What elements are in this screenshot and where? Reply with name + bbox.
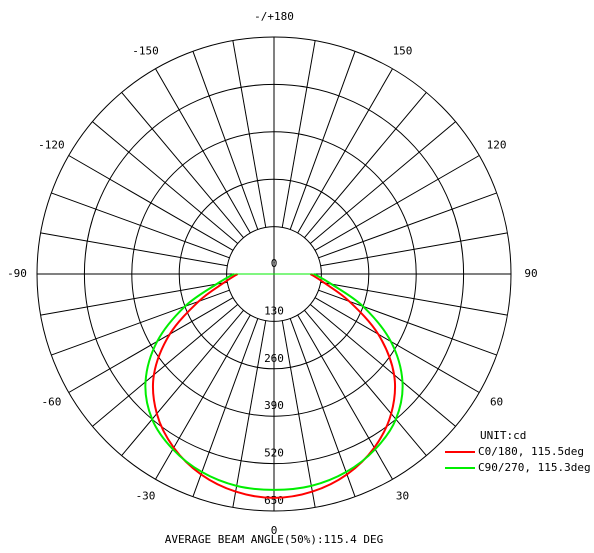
spoke bbox=[320, 281, 508, 316]
theta-tick-label: -60 bbox=[41, 396, 61, 409]
spoke bbox=[155, 68, 251, 234]
r-tick-label: 0 bbox=[271, 257, 278, 270]
spoke bbox=[121, 309, 244, 456]
spoke bbox=[304, 309, 427, 456]
spoke bbox=[318, 289, 497, 356]
theta-tick-label: -90 bbox=[7, 267, 27, 280]
theta-tick-label: -150 bbox=[132, 44, 159, 57]
r-tick-label: 260 bbox=[264, 352, 284, 365]
spoke bbox=[51, 289, 230, 356]
spoke bbox=[121, 92, 244, 239]
footer: AVERAGE BEAM ANGLE(50%):115.4 DEG bbox=[165, 533, 384, 546]
spoke bbox=[40, 232, 228, 267]
spoke bbox=[318, 192, 497, 259]
theta-tick-label: 30 bbox=[396, 490, 409, 503]
r-tick-label: 520 bbox=[264, 447, 284, 460]
spoke bbox=[40, 281, 228, 316]
r-tick-label: 130 bbox=[264, 304, 284, 317]
spoke bbox=[68, 155, 234, 251]
r-tick-label: 390 bbox=[264, 399, 284, 412]
spoke bbox=[314, 297, 480, 393]
intensity-curve bbox=[151, 273, 397, 499]
spoke bbox=[92, 121, 239, 244]
spoke bbox=[92, 304, 239, 427]
unit-label: UNIT:cd bbox=[480, 429, 526, 442]
spoke bbox=[155, 314, 251, 480]
spoke bbox=[320, 232, 508, 267]
spoke bbox=[297, 314, 393, 480]
theta-tick-label: 60 bbox=[490, 396, 503, 409]
spoke bbox=[281, 320, 316, 508]
spoke bbox=[309, 304, 456, 427]
spoke bbox=[232, 40, 267, 228]
spoke bbox=[281, 40, 316, 228]
spoke bbox=[51, 192, 230, 259]
spoke bbox=[289, 318, 356, 497]
spoke bbox=[289, 51, 356, 230]
spoke bbox=[314, 155, 480, 251]
spoke bbox=[192, 318, 259, 497]
theta-tick-label: 90 bbox=[524, 267, 537, 280]
spoke bbox=[309, 121, 456, 244]
spoke bbox=[304, 92, 427, 239]
r-tick-label: 650 bbox=[264, 494, 284, 507]
legend-label: C0/180, 115.5deg bbox=[478, 445, 584, 458]
theta-tick-label: 0 bbox=[271, 524, 278, 537]
spoke bbox=[192, 51, 259, 230]
theta-tick-label: -30 bbox=[136, 490, 156, 503]
theta-tick-label: 150 bbox=[393, 44, 413, 57]
legend-label: C90/270, 115.3deg bbox=[478, 461, 591, 474]
theta-tick-label: -120 bbox=[38, 139, 65, 152]
spoke bbox=[232, 320, 267, 508]
theta-tick-label: 120 bbox=[487, 139, 507, 152]
intensity-curve bbox=[144, 273, 404, 491]
spoke bbox=[68, 297, 234, 393]
theta-tick-label: -/+180 bbox=[254, 10, 294, 23]
spoke bbox=[297, 68, 393, 234]
